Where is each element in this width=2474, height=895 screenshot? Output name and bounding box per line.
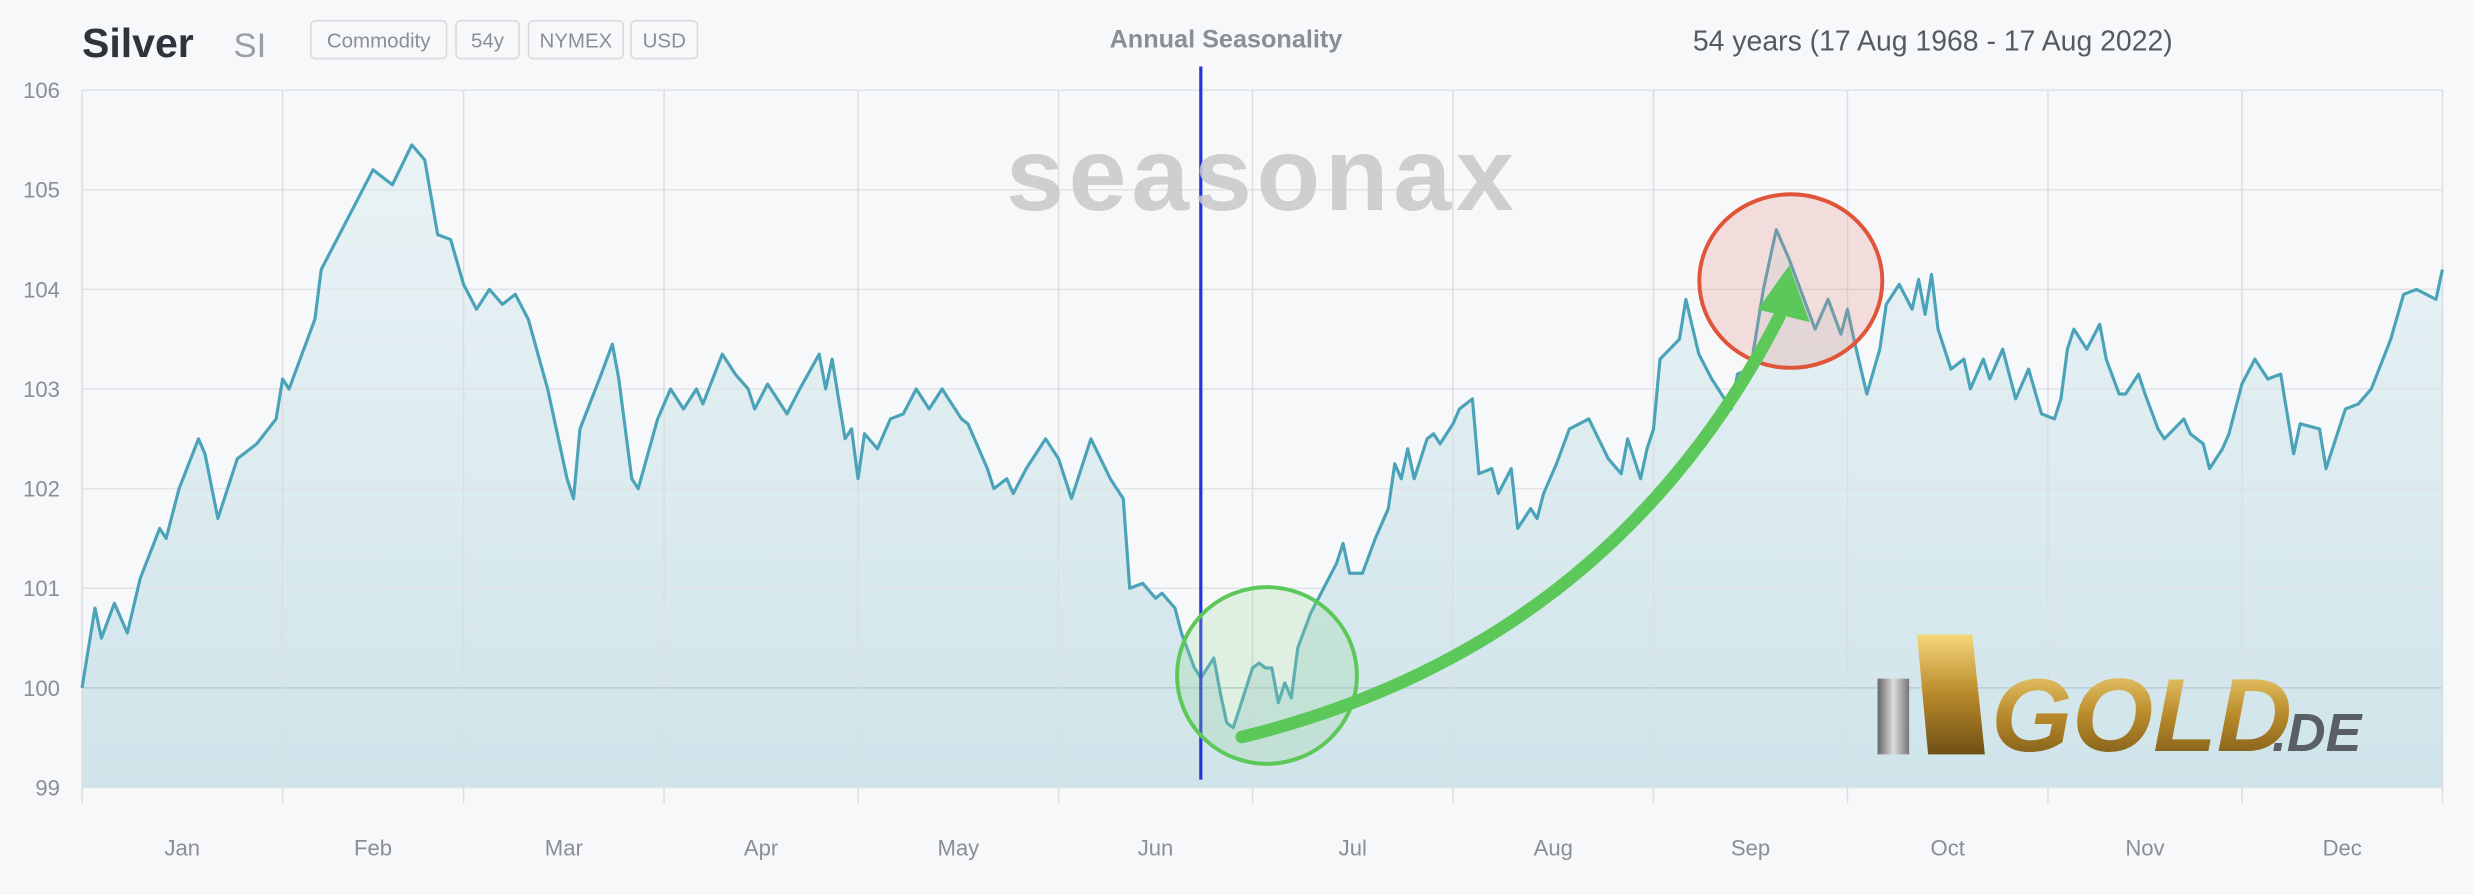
tag-exchange: NYMEX bbox=[527, 19, 625, 60]
tag-commodity: Commodity bbox=[310, 19, 448, 60]
x-tick-label-feb: Feb bbox=[354, 835, 392, 860]
asset-title: Silver bbox=[82, 20, 194, 66]
green-circle-low bbox=[1175, 585, 1359, 766]
x-tick-label-jan: Jan bbox=[164, 835, 200, 860]
x-tick-label-aug: Aug bbox=[1534, 835, 1573, 860]
y-tick-label: 100 bbox=[23, 676, 60, 701]
gold-de-logo: GOLD .DE bbox=[1877, 634, 2364, 774]
period-label: 54 years (17 Aug 1968 - 17 Aug 2022) bbox=[1693, 26, 2173, 58]
tag-currency: USD bbox=[630, 19, 699, 60]
svg-text:NYMEX: NYMEX bbox=[539, 30, 612, 53]
chart-title: Annual Seasonality bbox=[1110, 26, 1343, 54]
svg-text:.DE: .DE bbox=[2272, 703, 2364, 763]
svg-text:GOLD: GOLD bbox=[1991, 658, 2292, 774]
svg-text:54y: 54y bbox=[471, 30, 505, 53]
seasonax-watermark: seasonax bbox=[1006, 117, 1519, 233]
x-tick-label-oct: Oct bbox=[1931, 835, 1965, 860]
asset-symbol: SI bbox=[234, 27, 267, 65]
svg-text:USD: USD bbox=[643, 30, 686, 53]
x-tick-label-nov: Nov bbox=[2125, 835, 2164, 860]
green-arrow-head bbox=[1757, 265, 1810, 323]
plot-area bbox=[80, 66, 2444, 780]
y-tick-label: 99 bbox=[35, 775, 60, 800]
y-tick-label: 101 bbox=[23, 576, 60, 601]
x-tick-label-jul: Jul bbox=[1339, 835, 1367, 860]
x-tick-label-sep: Sep bbox=[1731, 835, 1770, 860]
green-arrow-shaft bbox=[1235, 309, 1787, 744]
svg-text:Commodity: Commodity bbox=[327, 30, 431, 53]
x-tick-label-jun: Jun bbox=[1138, 835, 1174, 860]
y-tick-label: 105 bbox=[23, 178, 60, 203]
x-tick-label-may: May bbox=[937, 835, 979, 860]
area-fill bbox=[82, 144, 2443, 788]
annotations bbox=[1175, 192, 1885, 766]
y-tick-label: 102 bbox=[23, 477, 60, 502]
x-tick-label-mar: Mar bbox=[545, 835, 583, 860]
x-tick-label-dec: Dec bbox=[2323, 835, 2362, 860]
y-tick-label: 106 bbox=[23, 78, 60, 103]
series-line bbox=[80, 143, 2444, 730]
grid: 99 100 101 102 103 104 105 106 Jan Feb Mar Apr May Ju… bbox=[23, 78, 2444, 860]
x-tick-label-apr: Apr bbox=[744, 835, 778, 860]
tag-years: 54y bbox=[455, 19, 520, 60]
y-tick-label: 104 bbox=[23, 277, 60, 302]
y-tick-label: 103 bbox=[23, 377, 60, 402]
